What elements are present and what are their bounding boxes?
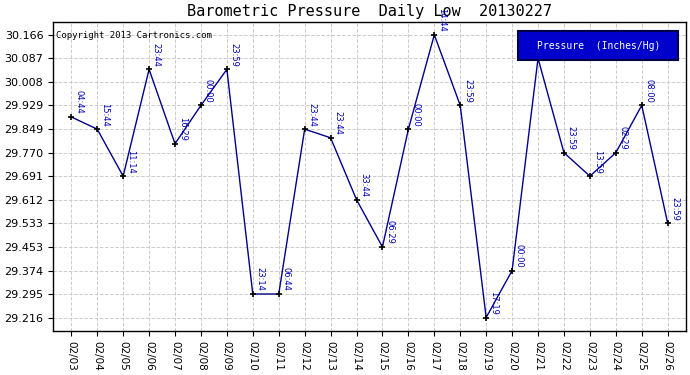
- Text: 33:44: 33:44: [359, 173, 368, 197]
- Text: 23:59: 23:59: [230, 43, 239, 66]
- Text: 23:59: 23:59: [671, 196, 680, 220]
- Text: Pressure  (Inches/Hg): Pressure (Inches/Hg): [537, 41, 660, 51]
- Text: 15:44: 15:44: [100, 103, 109, 126]
- Text: 11:14: 11:14: [126, 150, 135, 173]
- Text: 23:59: 23:59: [566, 126, 575, 150]
- Text: 04:44: 04:44: [74, 90, 83, 114]
- Text: 23:44: 23:44: [308, 102, 317, 126]
- Text: 13:59: 13:59: [593, 150, 602, 173]
- Text: 00:00: 00:00: [411, 103, 420, 126]
- Text: 00:00: 00:00: [204, 79, 213, 103]
- Text: 23:59: 23:59: [463, 79, 472, 103]
- Text: 17:19: 17:19: [489, 291, 498, 315]
- Text: 23:44: 23:44: [152, 43, 161, 66]
- Text: 08:00: 08:00: [644, 79, 653, 103]
- FancyBboxPatch shape: [518, 31, 678, 60]
- Text: 00:00: 00:00: [515, 244, 524, 268]
- Text: 06:44: 06:44: [282, 267, 290, 291]
- Text: 16:29: 16:29: [178, 117, 187, 141]
- Text: 23:14: 23:14: [255, 267, 264, 291]
- Text: 23:44: 23:44: [333, 111, 342, 135]
- Text: 14:44: 14:44: [437, 8, 446, 32]
- Text: Copyright 2013 Cartronics.com: Copyright 2013 Cartronics.com: [57, 31, 213, 40]
- Text: 00:00: 00:00: [541, 32, 550, 56]
- Text: 02:29: 02:29: [619, 126, 628, 150]
- Text: 06:29: 06:29: [385, 220, 394, 244]
- Title: Barometric Pressure  Daily Low  20130227: Barometric Pressure Daily Low 20130227: [187, 4, 552, 19]
